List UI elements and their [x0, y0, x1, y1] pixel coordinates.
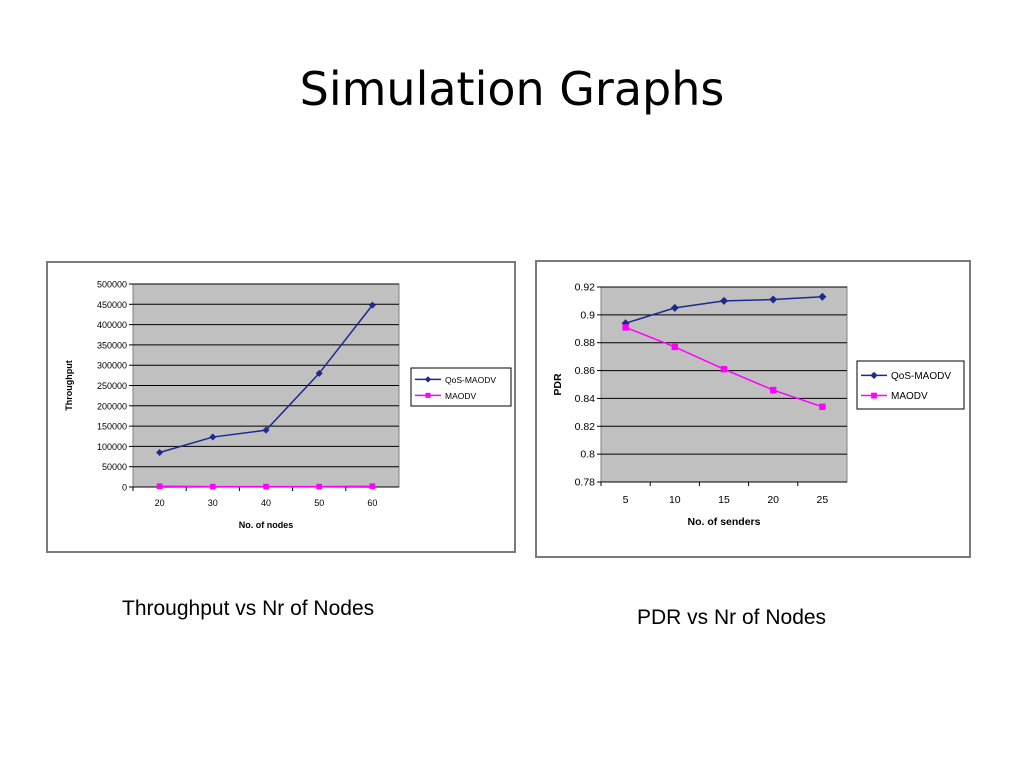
- y-tick-label: 500000: [97, 280, 127, 290]
- y-tick-label: 0.88: [575, 337, 596, 349]
- data-point-maodv: [156, 483, 163, 489]
- x-tick-label: 40: [261, 498, 271, 508]
- y-tick-label: 0.9: [580, 309, 595, 321]
- data-point-qos-maodv: [156, 448, 164, 456]
- x-tick-label: 10: [669, 494, 681, 506]
- x-tick-label: 60: [367, 498, 377, 508]
- legend-marker: [871, 392, 877, 399]
- x-tick-label: 20: [155, 498, 165, 508]
- data-point-qos-maodv: [368, 301, 376, 309]
- legend-marker: [424, 376, 432, 383]
- data-point-maodv: [369, 483, 376, 489]
- slide-title: Simulation Graphs: [299, 62, 725, 116]
- data-point-qos-maodv: [209, 433, 217, 441]
- x-tick-label: 25: [817, 494, 829, 506]
- x-tick-label: 20: [767, 494, 779, 506]
- y-tick-label: 0.78: [575, 477, 596, 489]
- y-tick-label: 400000: [97, 320, 127, 330]
- x-tick-label: 30: [208, 498, 218, 508]
- y-axis-label: Throughput: [64, 360, 74, 410]
- y-tick-label: 0: [122, 483, 127, 493]
- throughput-chart: 5000004500004000003500003000002500002000…: [64, 280, 512, 530]
- legend-label: MAODV: [891, 391, 928, 402]
- throughput-caption: Throughput vs Nr of Nodes: [122, 597, 375, 620]
- x-tick-label: 5: [623, 494, 629, 506]
- legend-label: QoS-MAODV: [445, 375, 496, 385]
- legend-marker: [425, 392, 431, 398]
- y-tick-label: 50000: [102, 462, 127, 472]
- x-tick-label: 50: [314, 498, 324, 508]
- legend-box: [410, 367, 512, 407]
- y-tick-label: 0.8: [580, 449, 595, 461]
- data-point-qos-maodv: [769, 295, 778, 304]
- x-axis-label: No. of senders: [688, 516, 761, 528]
- pdr-chart-frame: 0.92 0.9 0.88 0.86 0.84 0.82 0.8 0.78 5 10 15 20 25 N…: [535, 260, 971, 558]
- x-axis-label: No. of nodes: [239, 520, 294, 530]
- data-point-maodv: [622, 324, 629, 331]
- plot-area: [600, 286, 848, 483]
- x-tick-label: 15: [718, 494, 730, 506]
- y-tick-label: 0.82: [575, 421, 596, 433]
- y-tick-label: 250000: [97, 381, 127, 391]
- y-tick-label: 200000: [97, 401, 127, 411]
- data-point-qos-maodv: [315, 369, 323, 377]
- data-point-maodv: [671, 343, 678, 351]
- y-tick-label: 450000: [97, 300, 127, 310]
- data-point-qos-maodv: [670, 303, 679, 312]
- legend-label: MAODV: [445, 391, 477, 401]
- data-point-maodv: [770, 386, 777, 394]
- legend-box: [856, 360, 965, 410]
- y-axis-label: PDR: [552, 373, 564, 396]
- y-tick-label: 0.84: [575, 393, 596, 405]
- data-point-maodv: [263, 483, 269, 490]
- y-tick-label: 0.86: [575, 365, 596, 377]
- data-point-maodv: [720, 365, 728, 373]
- data-point-qos-maodv: [262, 426, 270, 434]
- pdr-caption: PDR vs Nr of Nodes: [637, 606, 827, 629]
- y-tick-label: 0.92: [575, 282, 596, 294]
- legend-label: QoS-MAODV: [891, 371, 951, 382]
- data-point-qos-maodv: [818, 292, 827, 301]
- pdr-chart: 0.92 0.9 0.88 0.86 0.84 0.82 0.8 0.78 5 10 15 20 25 N…: [552, 282, 965, 528]
- data-point-maodv: [819, 403, 826, 410]
- data-point-maodv: [210, 483, 216, 490]
- data-point-qos-maodv: [720, 296, 728, 305]
- y-tick-label: 100000: [97, 442, 127, 452]
- y-tick-label: 150000: [97, 422, 127, 432]
- y-tick-label: 350000: [97, 340, 127, 350]
- data-point-maodv: [316, 483, 322, 490]
- throughput-chart-frame: 500000 450000 400000 350000 300000 250000 2000…: [46, 261, 516, 553]
- y-tick-label: 300000: [97, 361, 127, 371]
